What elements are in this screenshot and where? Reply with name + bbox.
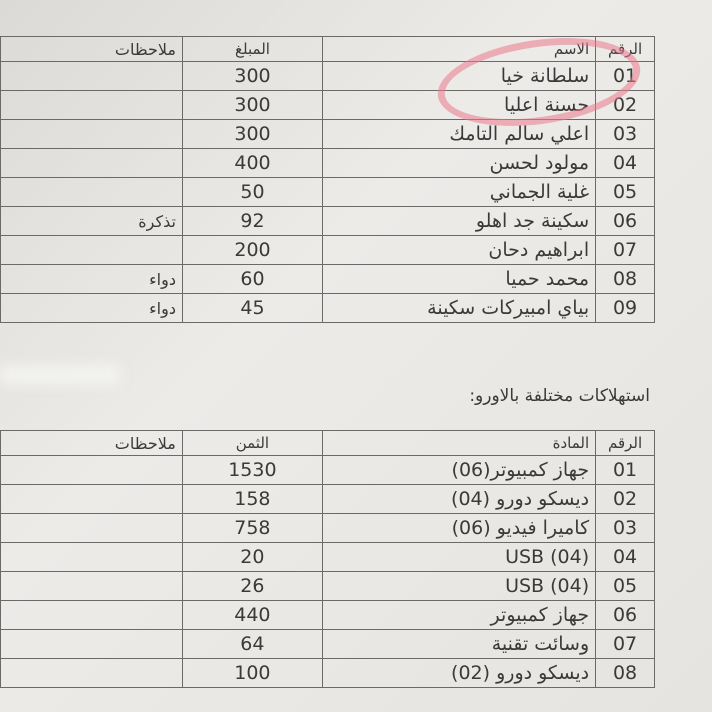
table-row: 06 جهاز كمبيوتر 440: [0, 600, 655, 630]
cell-notes: [0, 90, 183, 120]
cell-notes: [0, 542, 183, 572]
cell-item: ديسكو دورو (04): [321, 484, 597, 514]
cell-number: 03: [595, 119, 655, 149]
cell-name: سلطانة خيا: [322, 61, 597, 91]
cell-price: 64: [181, 629, 323, 659]
cell-number: 08: [595, 658, 655, 688]
table-row: 08 ديسكو دورو (02) 100: [0, 658, 655, 688]
cell-price: 158: [181, 484, 323, 514]
smudge: [0, 365, 120, 385]
cell-item: ديسكو دورو (02): [321, 658, 597, 688]
cell-notes: [0, 513, 183, 543]
table-row: 05 USB (04) 26: [0, 571, 655, 601]
cell-price: 758: [181, 513, 323, 543]
cell-notes: تذكرة: [0, 206, 183, 236]
cell-price: 1530: [181, 455, 323, 485]
table-row: 03 اعلي سالم التامك 300: [0, 119, 655, 149]
cell-name: بياي امبيركات سكينة: [322, 293, 597, 323]
cell-number: 04: [595, 148, 655, 178]
cell-number: 04: [595, 542, 655, 572]
cell-price: 26: [181, 571, 323, 601]
cell-amount: 300: [181, 119, 324, 149]
cell-notes: [0, 658, 183, 688]
cell-name: ابراهيم دحان: [322, 235, 597, 265]
cell-number: 03: [595, 513, 655, 543]
cell-number: 07: [595, 629, 655, 659]
cell-number: 08: [595, 264, 655, 294]
cell-number: 07: [595, 235, 655, 265]
cell-item: كاميرا فيديو (06): [321, 513, 597, 543]
cell-name: حسنة اعليا: [322, 90, 597, 120]
cell-number: 02: [595, 90, 655, 120]
cell-amount: 60: [181, 264, 324, 294]
cell-notes: دواء: [0, 293, 183, 323]
cell-notes: [0, 484, 183, 514]
table-row: 06 سكينة جد اهلو 92 تذكرة: [0, 206, 655, 236]
cell-price: 440: [181, 600, 323, 630]
table-row: 09 بياي امبيركات سكينة 45 دواء: [0, 293, 655, 323]
table-row: 07 ابراهيم دحان 200: [0, 235, 655, 265]
header-name: الاسم: [322, 36, 597, 62]
cell-notes: دواء: [0, 264, 183, 294]
cell-notes: [0, 455, 183, 485]
cell-name: غلية الجماني: [322, 177, 597, 207]
header-amount: المبلغ: [181, 36, 324, 62]
cell-notes: [0, 177, 183, 207]
cell-number: 05: [595, 177, 655, 207]
cell-number: 05: [595, 571, 655, 601]
cell-number: 06: [595, 600, 655, 630]
cell-number: 09: [595, 293, 655, 323]
cell-number: 06: [595, 206, 655, 236]
cell-price: 20: [181, 542, 323, 572]
recipients-table: الرقم الاسم المبلغ ملاحظات 01 سلطانة خيا 3…: [0, 36, 655, 323]
cell-amount: 45: [181, 293, 324, 323]
table-row: 03 كاميرا فيديو (06) 758: [0, 513, 655, 543]
cell-number: 02: [595, 484, 655, 514]
cell-item: USB (04): [321, 571, 597, 601]
cell-notes: [0, 148, 183, 178]
cell-item: جهاز كمبيوتر: [321, 600, 597, 630]
cell-number: 01: [595, 455, 655, 485]
table-row: 05 غلية الجماني 50: [0, 177, 655, 207]
cell-name: محمد حميا: [322, 264, 597, 294]
cell-name: اعلي سالم التامك: [322, 119, 597, 149]
cell-notes: [0, 119, 183, 149]
cell-amount: 50: [181, 177, 324, 207]
table-row: 07 وسائت تقنية 64: [0, 629, 655, 659]
table-row: 08 محمد حميا 60 دواء: [0, 264, 655, 294]
table-row: 04 USB (04) 20: [0, 542, 655, 572]
cell-item: وسائت تقنية: [321, 629, 597, 659]
cell-amount: 400: [181, 148, 324, 178]
header-notes: ملاحظات: [0, 430, 183, 456]
table-row: 02 حسنة اعليا 300: [0, 90, 655, 120]
table-row: 01 جهاز كمبيوتر(06) 1530: [0, 455, 655, 485]
cell-item: جهاز كمبيوتر(06): [321, 455, 597, 485]
header-number: الرقم: [595, 36, 655, 62]
header-notes: ملاحظات: [0, 36, 183, 62]
cell-notes: [0, 600, 183, 630]
cell-notes: [0, 629, 183, 659]
cell-notes: [0, 571, 183, 601]
header-item: المادة: [321, 430, 597, 456]
cell-name: سكينة جد اهلو: [322, 206, 597, 236]
cell-name: مولود لحسن: [322, 148, 597, 178]
cell-notes: [0, 61, 183, 91]
expenses-table: الرقم المادة الثمن ملاحظات 01 جهاز كمبيوت…: [0, 430, 655, 688]
cell-amount: 92: [181, 206, 324, 236]
header-price: الثمن: [181, 430, 323, 456]
cell-amount: 300: [181, 90, 324, 120]
cell-amount: 300: [181, 61, 324, 91]
cell-item: USB (04): [321, 542, 597, 572]
cell-number: 01: [595, 61, 655, 91]
cell-amount: 200: [181, 235, 324, 265]
table-row: 01 سلطانة خيا 300: [0, 61, 655, 91]
table-row: 02 ديسكو دورو (04) 158: [0, 484, 655, 514]
section-title: استهلاكات مختلفة بالاورو:: [469, 386, 650, 406]
header-number: الرقم: [595, 430, 655, 456]
cell-price: 100: [181, 658, 323, 688]
cell-notes: [0, 235, 183, 265]
table-row: 04 مولود لحسن 400: [0, 148, 655, 178]
